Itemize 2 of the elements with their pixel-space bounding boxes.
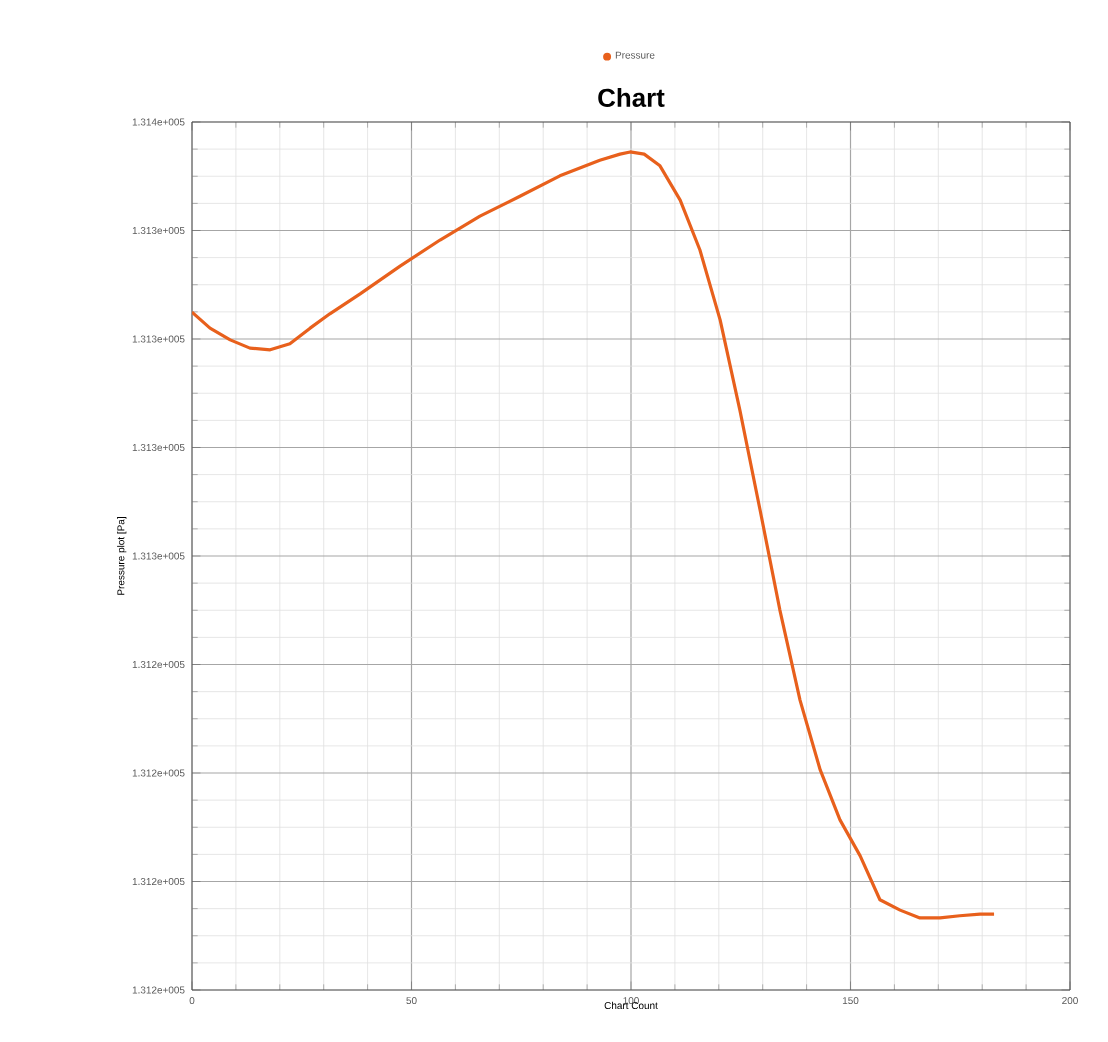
line-series [192,150,996,920]
chart-title: Chart [598,87,665,107]
